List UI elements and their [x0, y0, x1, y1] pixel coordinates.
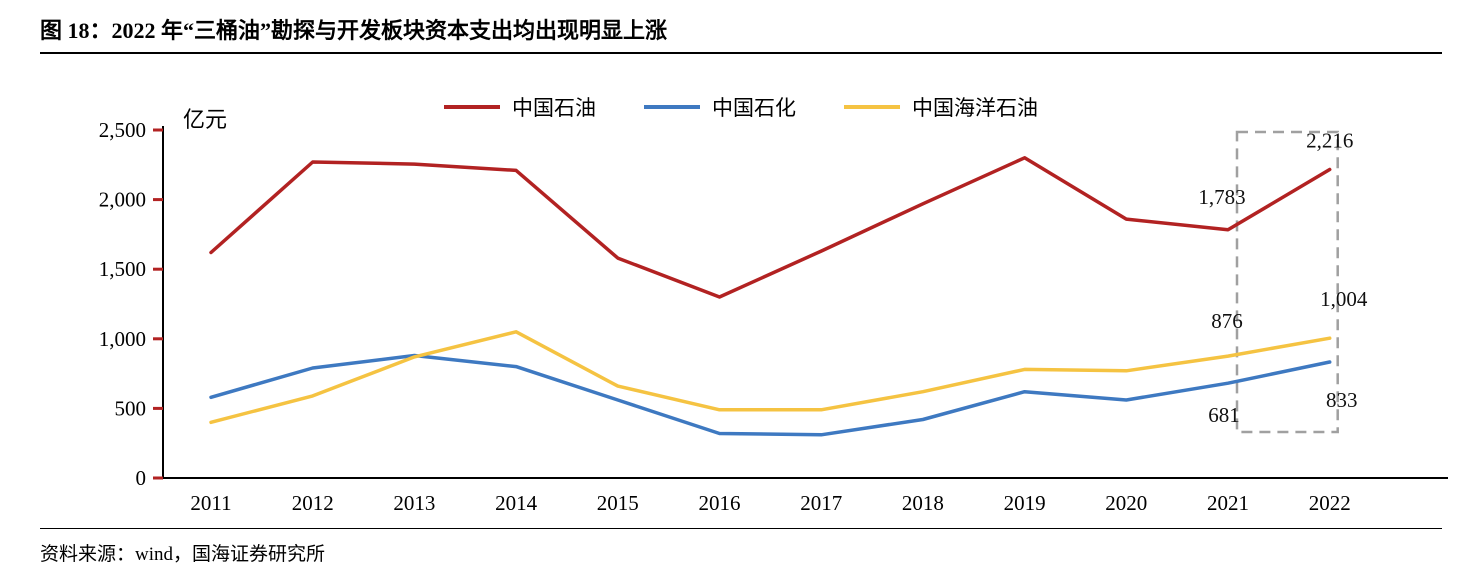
svg-text:681: 681 [1208, 403, 1240, 427]
svg-text:2013: 2013 [393, 491, 435, 515]
legend-label-cnooc: 中国海洋石油 [912, 96, 1038, 120]
svg-text:2019: 2019 [1004, 491, 1046, 515]
highlight-box [1235, 130, 1339, 434]
figure-title: 图 18：2022 年“三桶油”勘探与开发板块资本支出均出现明显上涨 [40, 13, 667, 45]
svg-text:2021: 2021 [1207, 491, 1249, 515]
svg-text:2017: 2017 [800, 491, 842, 515]
svg-text:2020: 2020 [1105, 491, 1147, 515]
svg-text:2018: 2018 [902, 491, 944, 515]
figure-label: 图 18： [40, 18, 112, 43]
svg-text:0: 0 [136, 466, 147, 490]
svg-text:2,000: 2,000 [99, 188, 146, 212]
line-chart: 0 500 1,000 1,500 2,000 2,500 2011 2012 2013 2014… [99, 120, 1448, 515]
legend-item-petrochina: 中国石油 [444, 92, 596, 122]
source-divider [40, 528, 1442, 529]
legend-label-sinopec: 中国石化 [712, 96, 796, 120]
svg-text:2,500: 2,500 [99, 120, 146, 142]
legend-swatch-sinopec-icon [644, 105, 700, 109]
y-axis-unit-label: 亿元 [183, 107, 228, 132]
svg-text:1,500: 1,500 [99, 257, 146, 281]
svg-text:833: 833 [1326, 388, 1358, 412]
svg-text:2014: 2014 [495, 491, 538, 515]
svg-text:2011: 2011 [190, 491, 231, 515]
svg-text:2,216: 2,216 [1306, 129, 1353, 153]
legend-item-cnooc: 中国海洋石油 [844, 92, 1038, 122]
svg-text:2016: 2016 [699, 491, 741, 515]
source-note: 资料来源：wind，国海证券研究所 [40, 544, 326, 565]
title-divider [40, 52, 1442, 54]
svg-text:500: 500 [115, 396, 147, 420]
svg-text:1,004: 1,004 [1320, 287, 1368, 311]
legend-label-petrochina: 中国石油 [512, 96, 596, 120]
legend-swatch-cnooc-icon [844, 105, 900, 109]
svg-text:1,000: 1,000 [99, 327, 146, 351]
legend-item-sinopec: 中国石化 [644, 92, 796, 122]
legend-swatch-petrochina-icon [444, 105, 500, 109]
svg-text:2015: 2015 [597, 491, 639, 515]
svg-text:876: 876 [1211, 309, 1243, 333]
series-line [209, 156, 1332, 299]
svg-text:2012: 2012 [292, 491, 334, 515]
svg-text:2022: 2022 [1309, 491, 1351, 515]
series-line [209, 330, 1332, 425]
svg-text:1,783: 1,783 [1198, 185, 1245, 209]
figure-title-text: 2022 年“三桶油”勘探与开发板块资本支出均出现明显上涨 [111, 18, 668, 43]
series-line [209, 353, 1332, 437]
chart-legend: 中国石油 中国石化 中国海洋石油 [0, 92, 1482, 122]
